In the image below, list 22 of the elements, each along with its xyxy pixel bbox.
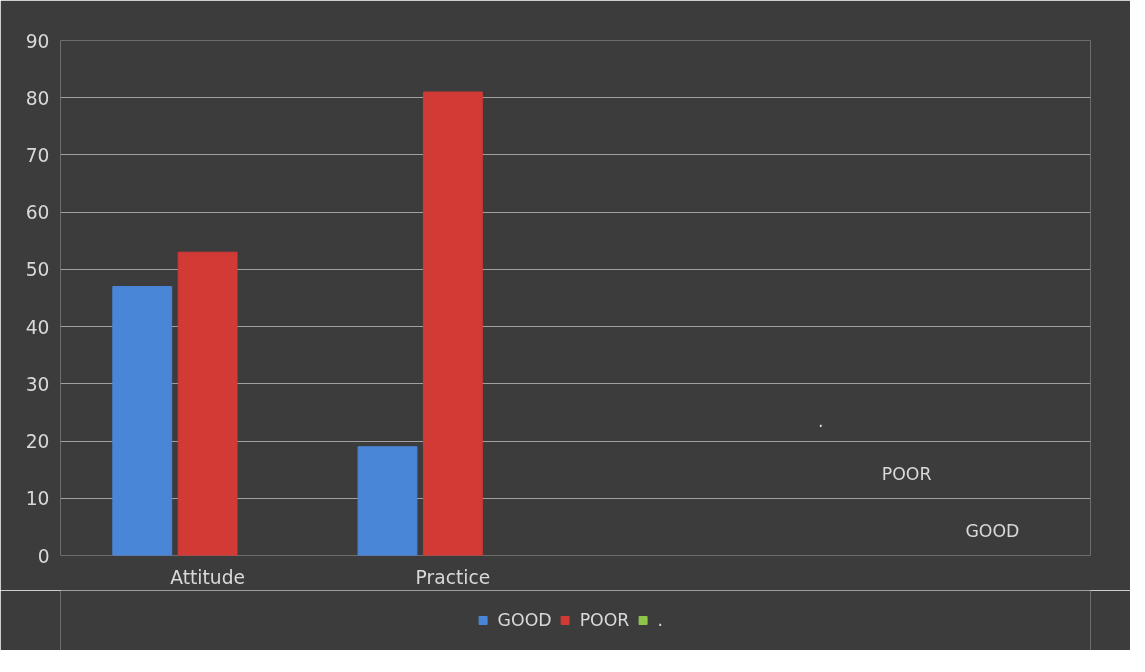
bar [112, 286, 173, 556]
bar [177, 251, 238, 556]
y-tick-label: 50 [25, 259, 50, 281]
y-tick-label: 90 [25, 30, 50, 52]
y-tick-label: 40 [25, 316, 50, 338]
legend-label: POOR [579, 610, 630, 630]
bar [357, 446, 418, 556]
y-tick-label: 60 [25, 202, 50, 224]
y-tick-label: 80 [25, 87, 50, 109]
bar [422, 91, 483, 556]
y-tick-label: 0 [37, 545, 50, 567]
y-tick-label: 20 [25, 431, 50, 453]
legend-label: . [657, 610, 664, 630]
text: GOOD [965, 521, 1020, 542]
y-tick-label: 30 [25, 373, 50, 395]
y-tick-label: 10 [25, 488, 50, 510]
y-tick-label: 70 [25, 144, 50, 166]
x-tick-label: Attitude [170, 566, 246, 588]
text: POOR [881, 463, 932, 484]
legend-label: GOOD [497, 610, 552, 630]
x-tick-label: Practice [415, 566, 491, 588]
text: . [817, 410, 824, 431]
